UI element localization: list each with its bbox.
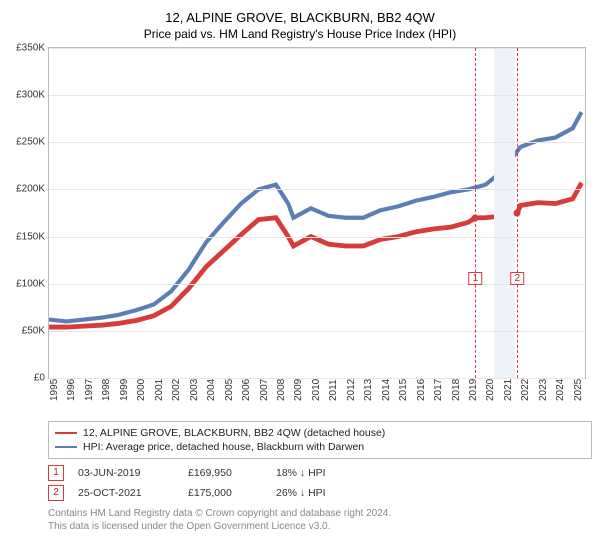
sale-date: 03-JUN-2019 xyxy=(78,467,174,479)
x-axis-label: 1999 xyxy=(119,379,130,401)
x-axis-label: 2018 xyxy=(451,379,462,401)
gridline xyxy=(49,95,585,96)
footer-attribution: Contains HM Land Registry data © Crown c… xyxy=(48,507,592,533)
chart-container: 12, ALPINE GROVE, BLACKBURN, BB2 4QW Pri… xyxy=(0,0,600,539)
gridline xyxy=(49,142,585,143)
gridline xyxy=(49,237,585,238)
sale-index-badge: 2 xyxy=(48,485,64,501)
x-axis-label: 2005 xyxy=(224,379,235,401)
sale-marker-line xyxy=(475,48,476,378)
x-axis-label: 2004 xyxy=(206,379,217,401)
sale-diff: 26% ↓ HPI xyxy=(276,487,386,499)
y-axis-label: £50K xyxy=(5,325,45,336)
x-axis-label: 1995 xyxy=(49,379,60,401)
legend-item: 12, ALPINE GROVE, BLACKBURN, BB2 4QW (de… xyxy=(55,426,585,440)
x-axis-label: 2017 xyxy=(433,379,444,401)
x-axis-label: 2001 xyxy=(154,379,165,401)
x-axis-label: 2013 xyxy=(363,379,374,401)
sale-marker-dot xyxy=(472,214,479,221)
x-axis-label: 1997 xyxy=(84,379,95,401)
y-axis-label: £150K xyxy=(5,231,45,242)
x-axis-label: 2000 xyxy=(136,379,147,401)
y-axis-label: £350K xyxy=(5,43,45,54)
x-axis-label: 2020 xyxy=(485,379,496,401)
x-axis-label: 2003 xyxy=(189,379,200,401)
x-axis-label: 1998 xyxy=(101,379,112,401)
x-axis-label: 2012 xyxy=(346,379,357,401)
x-axis-label: 2024 xyxy=(555,379,566,401)
x-axis-label: 1996 xyxy=(66,379,77,401)
x-axis-label: 2025 xyxy=(573,379,584,401)
y-axis-label: £250K xyxy=(5,137,45,148)
x-axis-label: 2016 xyxy=(416,379,427,401)
x-axis-label: 2014 xyxy=(381,379,392,401)
chart-subtitle: Price paid vs. HM Land Registry's House … xyxy=(4,27,596,41)
x-axis-label: 2023 xyxy=(538,379,549,401)
gridline xyxy=(49,284,585,285)
sale-marker-label: 2 xyxy=(510,272,524,285)
sale-index-badge: 1 xyxy=(48,465,64,481)
x-axis-label: 2002 xyxy=(171,379,182,401)
sale-marker-dot xyxy=(514,210,521,217)
x-axis-label: 2015 xyxy=(398,379,409,401)
legend-item: HPI: Average price, detached house, Blac… xyxy=(55,440,585,454)
x-axis-label: 2021 xyxy=(503,379,514,401)
y-axis-label: £100K xyxy=(5,278,45,289)
gridline xyxy=(49,189,585,190)
x-axis-label: 2022 xyxy=(520,379,531,401)
sale-row: 1 03-JUN-2019 £169,950 18% ↓ HPI xyxy=(48,463,592,483)
sale-price: £169,950 xyxy=(188,467,262,479)
y-axis-label: £200K xyxy=(5,184,45,195)
y-axis-label: £300K xyxy=(5,90,45,101)
sale-diff: 18% ↓ HPI xyxy=(276,467,386,479)
sale-price: £175,000 xyxy=(188,487,262,499)
x-axis-label: 2007 xyxy=(259,379,270,401)
legend-label: HPI: Average price, detached house, Blac… xyxy=(83,441,364,453)
chart-title: 12, ALPINE GROVE, BLACKBURN, BB2 4QW xyxy=(4,10,596,25)
sales-table: 1 03-JUN-2019 £169,950 18% ↓ HPI 2 25-OCT-202… xyxy=(48,463,592,503)
plot-area: £0£50K£100K£150K£200K£250K£300K£350K1995… xyxy=(48,47,586,379)
footer-line-1: Contains HM Land Registry data © Crown c… xyxy=(48,507,592,520)
legend-swatch xyxy=(55,432,77,434)
highlight-band xyxy=(494,48,515,378)
footer-line-2: This data is licensed under the Open Gov… xyxy=(48,520,592,533)
legend-label: 12, ALPINE GROVE, BLACKBURN, BB2 4QW (de… xyxy=(83,427,385,439)
x-axis-label: 2019 xyxy=(468,379,479,401)
legend: 12, ALPINE GROVE, BLACKBURN, BB2 4QW (de… xyxy=(48,421,592,459)
y-axis-label: £0 xyxy=(5,373,45,384)
sale-row: 2 25-OCT-2021 £175,000 26% ↓ HPI xyxy=(48,483,592,503)
gridline xyxy=(49,48,585,49)
sale-date: 25-OCT-2021 xyxy=(78,487,174,499)
x-axis-label: 2009 xyxy=(293,379,304,401)
x-axis-label: 2011 xyxy=(328,379,339,401)
x-axis-label: 2006 xyxy=(241,379,252,401)
legend-swatch xyxy=(55,446,77,448)
sale-marker-label: 1 xyxy=(469,272,483,285)
gridline xyxy=(49,331,585,332)
x-axis-label: 2008 xyxy=(276,379,287,401)
x-axis-label: 2010 xyxy=(311,379,322,401)
